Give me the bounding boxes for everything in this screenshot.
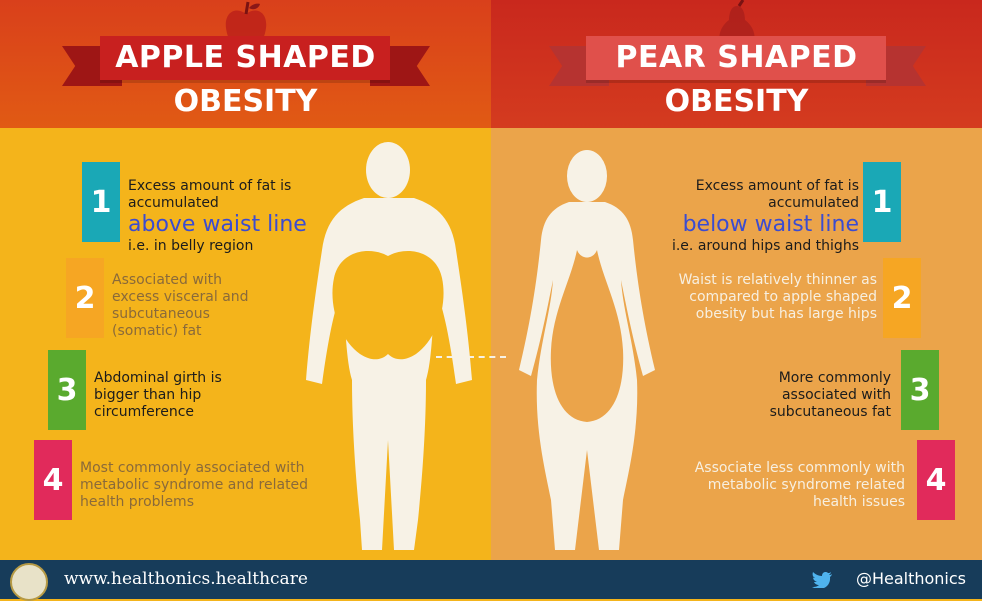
pear-point-3-text: More commonly associated with subcutaneo… — [769, 370, 891, 420]
badge-number: 1 — [871, 184, 893, 220]
footer-bar: www.healthonics.healthcare @Healthonics — [0, 560, 982, 601]
apple-point-2-text: Associated with excess visceral and subc… — [112, 272, 249, 339]
badge-number: 1 — [90, 184, 112, 220]
point-text-pre: Excess amount of fat is accumulated — [128, 178, 292, 211]
badge-1: 1 — [863, 162, 901, 242]
apple-title: APPLE SHAPED — [115, 40, 376, 75]
pear-panel: PEAR SHAPED OBESITY Excess amount of fat… — [491, 0, 982, 560]
pear-header: PEAR SHAPED OBESITY — [491, 0, 982, 128]
pear-point-4-text: Associate less commonly with metabolic s… — [694, 460, 905, 510]
apple-subtitle: OBESITY — [173, 84, 318, 119]
pear-subtitle: OBESITY — [664, 84, 809, 119]
point-highlight: below waist line — [682, 212, 859, 237]
pear-point-1-text: Excess amount of fat is accumulated belo… — [653, 178, 859, 255]
pear-point-2-text: Waist is relatively thinner as compared … — [678, 272, 877, 322]
badge-3: 3 — [48, 350, 86, 430]
badge-4: 4 — [34, 440, 72, 520]
point-text-post: i.e. around hips and thighs — [671, 238, 859, 254]
point-text-pre: Excess amount of fat is accumulated — [695, 178, 859, 211]
pear-title-ribbon — [586, 36, 886, 80]
pear-title: PEAR SHAPED — [615, 40, 858, 75]
badge-4: 4 — [917, 440, 955, 520]
healthonics-logo — [10, 563, 48, 601]
apple-header: APPLE SHAPED OBESITY — [0, 0, 491, 128]
apple-point-4-text: Most commonly associated with metabolic … — [80, 460, 309, 510]
twitter-handle[interactable]: @Healthonics — [855, 569, 966, 588]
badge-2: 2 — [66, 258, 104, 338]
badge-3: 3 — [901, 350, 939, 430]
apple-body-silhouette — [306, 142, 472, 550]
badge-number: 4 — [925, 462, 947, 498]
badge-number: 3 — [56, 372, 78, 408]
pear-body-silhouette — [519, 150, 655, 550]
apple-point-1-text: Excess amount of fat is accumulated abov… — [128, 178, 338, 255]
badge-number: 4 — [42, 462, 64, 498]
point-highlight: above waist line — [128, 212, 307, 237]
badge-1: 1 — [82, 162, 120, 242]
website-link[interactable]: www.healthonics.healthcare — [64, 569, 308, 589]
badge-number: 2 — [74, 280, 96, 316]
waist-line-connector — [436, 356, 506, 358]
badge-number: 3 — [909, 372, 931, 408]
point-text-post: i.e. in belly region — [128, 238, 254, 254]
apple-title-ribbon — [100, 36, 390, 80]
apple-point-3-text: Abdominal girth is bigger than hip circu… — [94, 370, 222, 420]
apple-panel: APPLE SHAPED OBESITY 1 Excess amount of … — [0, 0, 491, 560]
twitter-icon — [812, 572, 832, 588]
badge-number: 2 — [891, 280, 913, 316]
badge-2: 2 — [883, 258, 921, 338]
